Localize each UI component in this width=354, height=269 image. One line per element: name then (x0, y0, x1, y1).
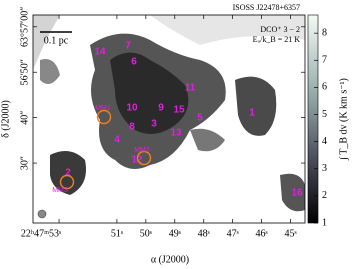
annotation: DCO⁺ 3 − 2 (260, 25, 300, 34)
source-label: 3 (151, 119, 157, 130)
x-tick-label: 51ˢ (111, 228, 123, 239)
source-label: 15 (173, 105, 185, 116)
source-label: 11 (185, 83, 196, 94)
annotation: Eᵤ/k_B = 21 K (253, 35, 301, 44)
x-tick-label: 50ˢ (140, 228, 152, 239)
core-label: MM2 (134, 147, 150, 154)
y-tick-label: 30″ (19, 156, 30, 170)
x-tick-label: 46ˢ (256, 228, 268, 239)
source-label: 13 (170, 128, 182, 139)
x-tick-label: 47ˢ (227, 228, 239, 239)
source-label: 7 (125, 41, 131, 52)
source-label: 2 (65, 168, 71, 179)
source-label: 5 (197, 113, 203, 124)
chart-title: ISOSS J22478+6357 (233, 3, 300, 12)
colorbar-tick-label: 6 (322, 82, 327, 93)
map-image (33, 15, 305, 223)
core-label: MM1 (95, 105, 111, 112)
colorbar-tick-label: 7 (322, 55, 327, 66)
y-axis-label: δ (J2000) (0, 100, 11, 138)
colorbar-tick-label: 5 (322, 109, 327, 120)
axes-frame (32, 14, 306, 224)
source-label: 10 (126, 103, 138, 114)
x-tick-label: 49ˢ (169, 228, 181, 239)
x-tick-label: 48ˢ (198, 228, 210, 239)
y-tick-label: 40″ (19, 111, 30, 125)
x-tick-label: 45ˢ (284, 228, 296, 239)
x-axis-label: α (J2000) (151, 254, 189, 265)
source-label: 9 (158, 103, 164, 114)
y-tick-label: 56′50″ (19, 59, 30, 85)
colorbar-tick-label: 1 (322, 217, 327, 228)
source-label: 14 (94, 47, 106, 58)
core-marker (136, 150, 152, 166)
core-marker (59, 174, 75, 190)
source-label: 8 (129, 122, 135, 133)
core-label: MM3 (52, 187, 68, 194)
y-tick-label: 63°57′00″ (19, 7, 30, 47)
core-marker (96, 109, 112, 125)
colorbar-tick-label: 8 (322, 27, 327, 38)
source-label: 16 (291, 188, 303, 199)
colorbar-tick-label: 4 (322, 136, 327, 147)
scale-bar-label: 0.1 pc (44, 35, 69, 46)
colorbar (307, 14, 319, 224)
source-label: 6 (131, 57, 137, 68)
source-label: 1 (249, 108, 255, 119)
x-tick-label: 22ʰ47ᵐ53ˢ (21, 228, 61, 239)
colorbar-label: ∫ T_B dv (K km s⁻¹) (338, 78, 349, 161)
source-label: 4 (114, 135, 120, 146)
colorbar-tick-label: 2 (322, 190, 327, 201)
colorbar-tick-label: 3 (322, 163, 327, 174)
